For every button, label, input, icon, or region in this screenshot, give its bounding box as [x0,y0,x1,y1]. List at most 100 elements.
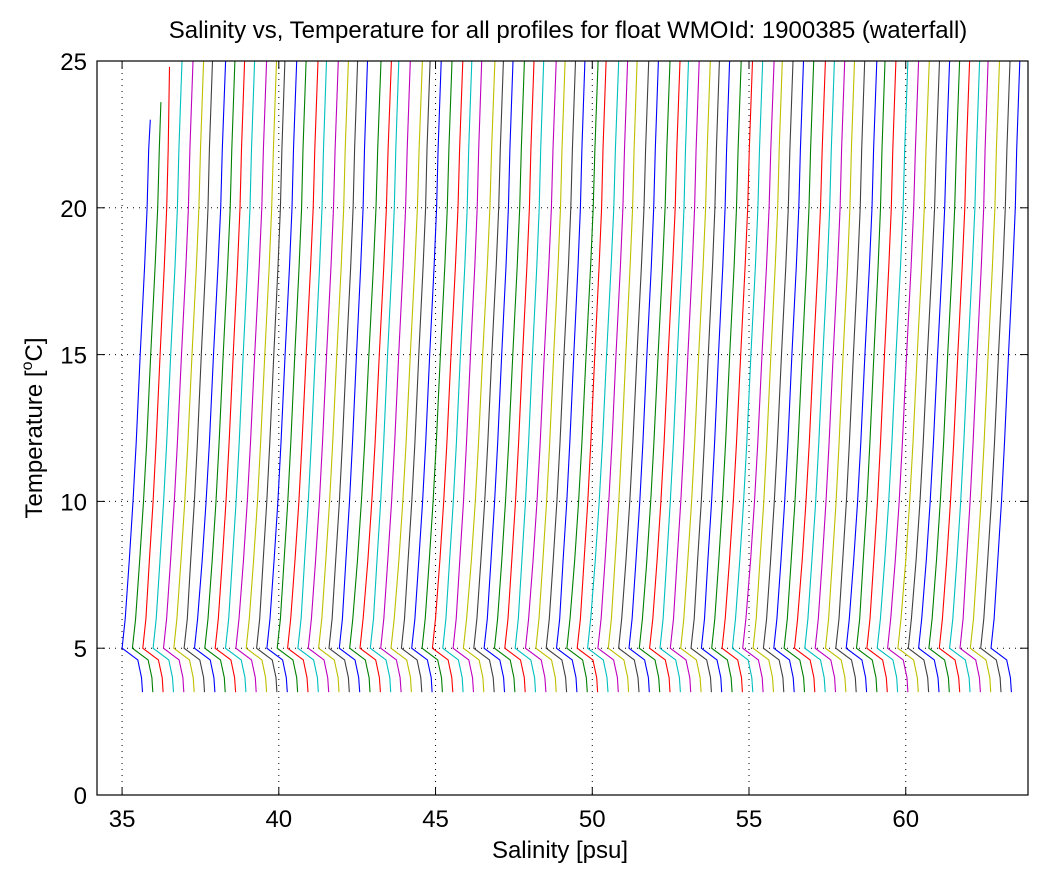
profile-line [949,60,981,693]
x-tick-label: 60 [892,806,919,833]
profile-line [483,60,514,693]
profile-line [359,60,392,693]
profile-line [421,60,453,693]
profile-line [493,60,525,693]
y-axis-label-superscript: o [19,361,36,370]
profile-line [380,60,411,693]
profile-line [400,60,431,693]
x-tick-label: 40 [265,806,292,833]
profile-line [742,60,775,693]
y-tick-label: 15 [60,343,87,370]
y-tick-label: 5 [74,636,87,663]
profile-line [555,60,586,693]
profile-lines [121,60,1021,693]
profile-line [276,60,307,693]
profile-line [990,60,1021,693]
profile-line [669,60,700,693]
profile-line [173,60,205,693]
profile-line [256,60,286,693]
profile-line [349,60,382,693]
profile-line [824,60,856,693]
profile-line [814,60,846,693]
profile-line [835,60,866,693]
profile-line [690,60,720,693]
profile-line [566,60,599,693]
profile-line [287,60,319,693]
profile-line [762,60,794,693]
profile-line [587,60,620,693]
profile-line [576,60,607,693]
profile-line [721,60,754,693]
profile-line [855,60,886,693]
y-axis-label: Temperature [oC] [19,338,48,519]
profile-line [649,60,681,693]
profile-line [338,60,369,693]
profile-line [411,60,442,693]
profile-line [266,60,298,693]
y-tick-label: 25 [60,49,87,76]
profile-line [369,60,400,693]
profile-line [783,60,815,693]
y-tick-label: 10 [60,489,87,516]
profile-line [152,60,183,693]
profile-line [142,66,171,693]
profile-line [607,60,638,693]
profile-line [907,60,941,693]
plot-frame [96,60,1029,796]
y-axis-label-main: Temperature [ [21,370,48,518]
profile-line [659,60,690,693]
profile-line [462,60,496,693]
axis-ticks: 35 40 45 50 55 60 0 5 10 15 20 25 [60,49,1028,833]
profile-line [928,60,961,693]
profile-line [452,60,483,693]
profile-line [845,60,878,693]
profile-line [183,60,214,693]
profile-line [680,60,711,693]
x-tick-label: 55 [736,806,763,833]
profile-line [938,60,971,693]
x-tick-label: 45 [422,806,449,833]
profile-line [618,60,650,693]
profile-line [545,60,577,693]
profile-line [969,60,1001,693]
y-axis-label-unit: C] [21,338,48,362]
profile-line [887,60,920,693]
profile-line [866,60,897,693]
profile-line [535,60,566,693]
profile-line [700,60,731,693]
x-tick-label: 50 [579,806,606,833]
profile-line [731,60,764,693]
profile-line [245,60,278,693]
x-axis-label: Salinity [psu] [492,837,628,864]
profile-line [193,60,227,693]
profile-line [752,60,783,693]
profile-line [224,60,256,693]
profile-line [431,60,464,693]
profile-line [162,60,194,693]
profile-line [524,60,557,693]
y-tick-label: 0 [74,783,87,810]
profile-line [638,60,671,693]
profile-line [442,60,473,693]
y-tick-label: 20 [60,196,87,223]
profile-line [121,119,151,693]
profile-line [773,60,805,693]
profile-line [959,60,989,693]
profile-line [297,60,328,693]
grid-lines [97,61,1028,795]
chart-title: Salinity vs, Temperature for all profile… [169,17,968,44]
profile-line [918,60,951,693]
profile-line [473,60,504,693]
profile-line [131,102,162,693]
profile-line [628,60,659,693]
profile-line [793,60,826,693]
profile-line [204,60,236,693]
profile-line [980,60,1011,693]
profile-line [514,60,545,693]
profile-line [307,60,339,693]
profile-line [504,60,535,693]
profile-line [597,60,629,693]
profile-line [214,60,246,693]
profile-line [328,60,359,693]
